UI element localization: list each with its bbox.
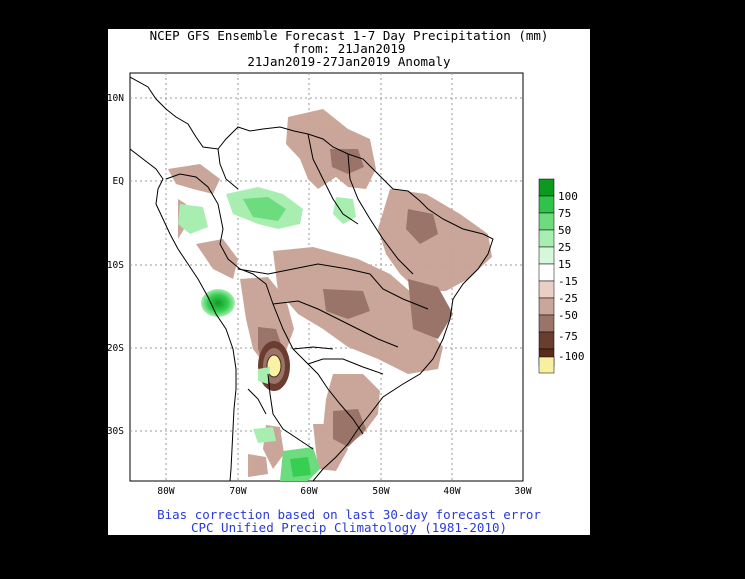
wet-anomaly-areas	[178, 187, 356, 481]
lon-label: 80W	[157, 486, 174, 497]
legend-label: -25	[558, 292, 578, 305]
legend-swatch	[538, 263, 555, 282]
lon-label: 60W	[300, 486, 317, 497]
legend-swatch	[538, 212, 555, 231]
lat-label: 10S	[108, 260, 124, 271]
legend-label: 15	[558, 258, 571, 271]
legend-swatch	[538, 229, 555, 248]
lon-label: 40W	[443, 486, 460, 497]
chart-panel: NCEP GFS Ensemble Forecast 1-7 Day Preci…	[108, 29, 590, 535]
legend-label: 50	[558, 224, 571, 237]
legend-label: -15	[558, 275, 578, 288]
lon-label: 50W	[372, 486, 389, 497]
legend-swatch	[538, 246, 555, 265]
extreme-dry-core	[266, 354, 282, 378]
legend-swatch	[538, 280, 555, 299]
legend-swatch	[538, 331, 555, 350]
map-layer	[130, 73, 523, 481]
legend-label: 100	[558, 190, 578, 203]
lon-label: 70W	[229, 486, 246, 497]
legend-swatch	[538, 178, 555, 197]
footer-line-1: Bias correction based on last 30-day for…	[157, 507, 541, 522]
legend-label: 25	[558, 241, 571, 254]
lat-label: 10N	[108, 93, 124, 104]
legend-swatch	[538, 297, 555, 316]
legend-label: -75	[558, 330, 578, 343]
legend-swatch	[538, 314, 555, 333]
title-line-3: 21Jan2019-27Jan2019 Anomaly	[247, 54, 451, 69]
legend-swatch	[538, 356, 555, 374]
legend-label: -50	[558, 309, 578, 322]
lat-label: 20S	[108, 343, 124, 354]
map-figure: 10N EQ 10S 20S 30S 80W 70W 60W 50W 40W 3…	[108, 72, 585, 497]
lon-label: 30W	[514, 486, 531, 497]
legend-label: -100	[558, 350, 585, 363]
legend-label: 75	[558, 207, 571, 220]
title-line-1: NCEP GFS Ensemble Forecast 1-7 Day Preci…	[149, 28, 549, 43]
coastlines	[130, 76, 494, 481]
lat-label: 30S	[108, 426, 124, 437]
color-legend: 100 75 50 25 15 -15 -25 -50 -75 -100	[538, 178, 585, 374]
legend-swatch	[538, 195, 555, 214]
lat-label: EQ	[113, 176, 125, 187]
title-line-2: from: 21Jan2019	[292, 41, 406, 56]
footer-line-2: CPC Unified Precip Climatology (1981-201…	[190, 520, 508, 535]
